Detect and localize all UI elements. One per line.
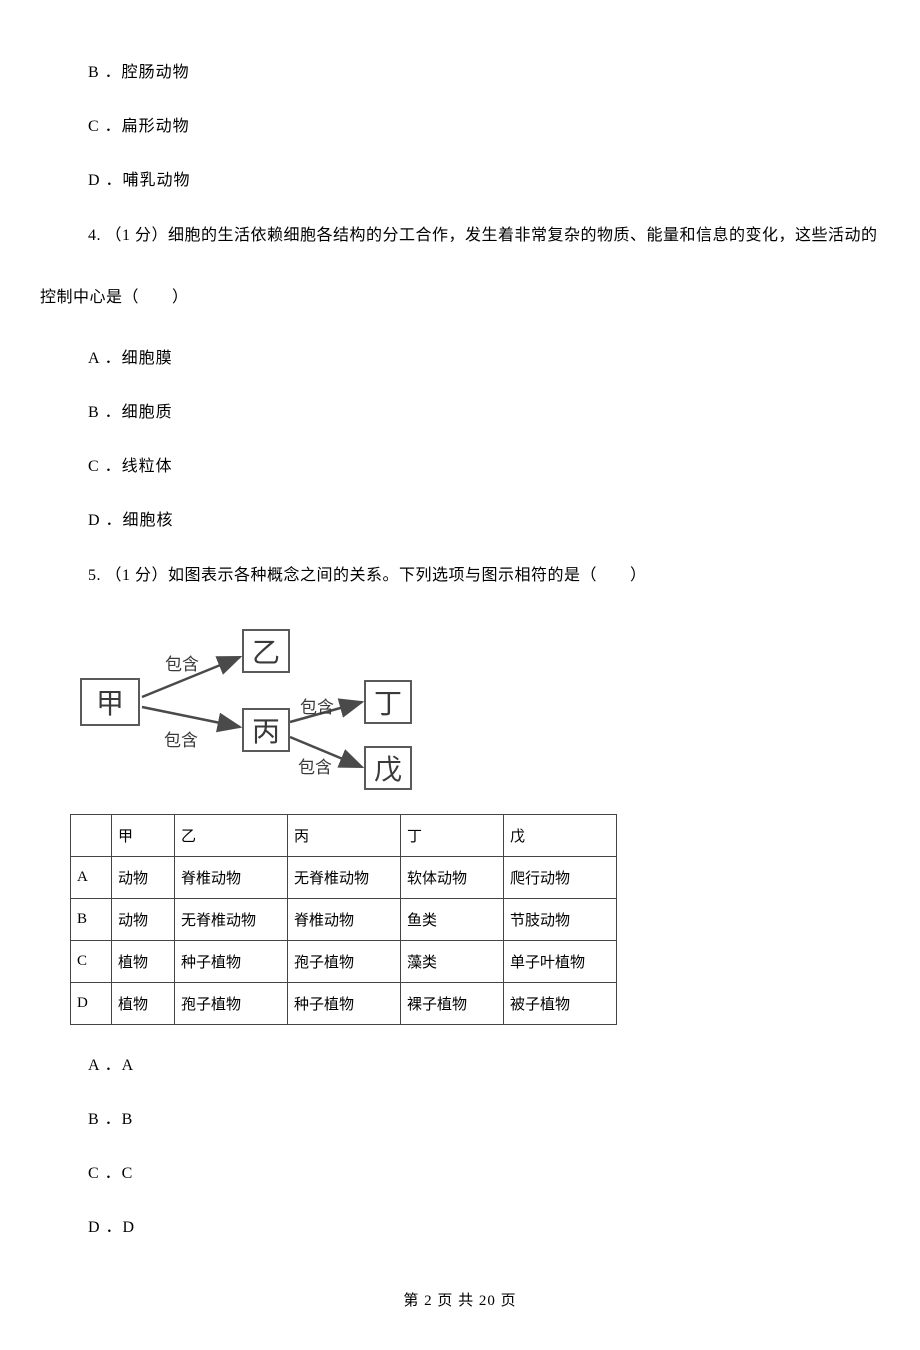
q5-stem: 5. （1 分）如图表示各种概念之间的关系。下列选项与图示相符的是（ ）: [88, 560, 880, 592]
table-cell: 鱼类: [401, 899, 504, 941]
q5-option-b: B ．B: [88, 1105, 880, 1129]
diagram-box-ding: 丁: [364, 680, 412, 724]
table-cell: 动物: [112, 857, 175, 899]
q5-option-table: 甲乙丙丁戊A动物脊椎动物无脊椎动物软体动物爬行动物B动物无脊椎动物脊椎动物鱼类节…: [70, 814, 617, 1025]
table-cell: D: [71, 983, 112, 1025]
q4-stem-cont: 控制中心是（ ）: [40, 282, 880, 314]
table-header-cell: 乙: [175, 815, 288, 857]
q5-option-d: D ．D: [88, 1213, 880, 1237]
table-cell: 节肢动物: [504, 899, 617, 941]
table-cell: 脊椎动物: [288, 899, 401, 941]
diagram-box-jia: 甲: [80, 678, 140, 726]
table-cell: 脊椎动物: [175, 857, 288, 899]
table-cell: 种子植物: [288, 983, 401, 1025]
q5-diagram: 甲 乙 丙 丁 戊 包含 包含 包含 包含: [72, 622, 880, 792]
q4-option-d: D ．细胞核: [88, 506, 880, 530]
page-container: B ．腔肠动物 C ．扁形动物 D ．哺乳动物 4. （1 分）细胞的生活依赖细…: [0, 0, 920, 1350]
table-cell: C: [71, 941, 112, 983]
table-cell: 动物: [112, 899, 175, 941]
table-cell: 种子植物: [175, 941, 288, 983]
table-row: B动物无脊椎动物脊椎动物鱼类节肢动物: [71, 899, 617, 941]
table-row: D植物孢子植物种子植物裸子植物被子植物: [71, 983, 617, 1025]
prev-option-b: B ．腔肠动物: [88, 58, 880, 82]
table-cell: 无脊椎动物: [288, 857, 401, 899]
diagram-box-wu: 戊: [364, 746, 412, 790]
table-header-cell: 甲: [112, 815, 175, 857]
diagram-box-bing: 丙: [242, 708, 290, 752]
table-cell: 孢子植物: [288, 941, 401, 983]
table-row: 甲乙丙丁戊: [71, 815, 617, 857]
table-header-cell: [71, 815, 112, 857]
table-header-cell: 丁: [401, 815, 504, 857]
prev-option-d: D ．哺乳动物: [88, 166, 880, 190]
table-row: A动物脊椎动物无脊椎动物软体动物爬行动物: [71, 857, 617, 899]
q4-option-b: B ．细胞质: [88, 398, 880, 422]
table-cell: 无脊椎动物: [175, 899, 288, 941]
table-cell: 植物: [112, 983, 175, 1025]
table-cell: 爬行动物: [504, 857, 617, 899]
prev-option-c: C ．扁形动物: [88, 112, 880, 136]
table-cell: 植物: [112, 941, 175, 983]
q4-stem: 4. （1 分）细胞的生活依赖细胞各结构的分工合作，发生着非常复杂的物质、能量和…: [88, 220, 880, 252]
table-cell: 孢子植物: [175, 983, 288, 1025]
edge-label-1: 包含: [165, 650, 199, 675]
table-cell: A: [71, 857, 112, 899]
page-footer: 第 2 页 共 20 页: [40, 1289, 880, 1310]
table-cell: 裸子植物: [401, 983, 504, 1025]
table-header-cell: 戊: [504, 815, 617, 857]
q5-option-a: A ．A: [88, 1051, 880, 1075]
table-row: C植物种子植物孢子植物藻类单子叶植物: [71, 941, 617, 983]
edge-label-3: 包含: [300, 693, 334, 718]
edge-label-4: 包含: [298, 753, 332, 778]
q5-table-body: 甲乙丙丁戊A动物脊椎动物无脊椎动物软体动物爬行动物B动物无脊椎动物脊椎动物鱼类节…: [71, 815, 617, 1025]
table-cell: 藻类: [401, 941, 504, 983]
table-header-cell: 丙: [288, 815, 401, 857]
edge-label-2: 包含: [164, 726, 198, 751]
table-cell: 被子植物: [504, 983, 617, 1025]
q4-option-c: C ．线粒体: [88, 452, 880, 476]
table-cell: 单子叶植物: [504, 941, 617, 983]
q5-option-c: C ．C: [88, 1159, 880, 1183]
q4-option-a: A ．细胞膜: [88, 344, 880, 368]
table-cell: B: [71, 899, 112, 941]
diagram-box-yi: 乙: [242, 629, 290, 673]
table-cell: 软体动物: [401, 857, 504, 899]
